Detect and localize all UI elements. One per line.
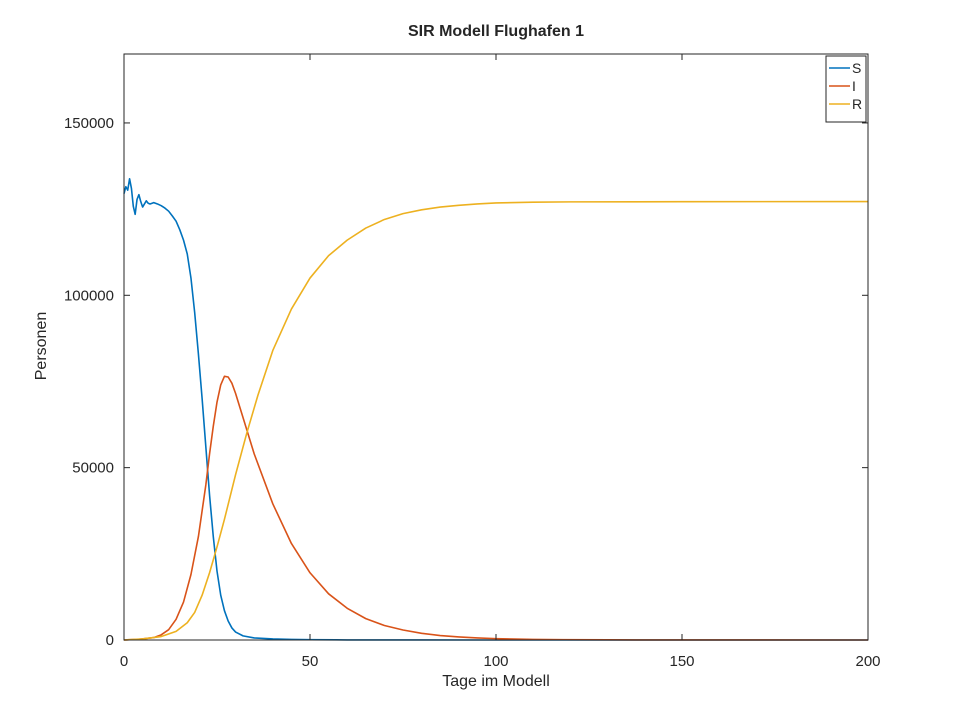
legend: SIR	[825, 55, 867, 123]
series-line-i	[123, 375, 869, 641]
series-line-r	[123, 200, 869, 641]
legend-label-i: I	[852, 78, 856, 94]
y-tick-label: 100000	[64, 287, 114, 304]
legend-box	[825, 55, 867, 123]
legend-label-r: R	[852, 96, 862, 112]
legend-label-s: S	[852, 60, 861, 76]
y-tick-label: 0	[106, 632, 114, 649]
x-tick-label: 150	[669, 653, 694, 670]
plot-area	[123, 177, 869, 641]
x-tick-label: 0	[120, 653, 128, 670]
axes: 0 50 100 150 200 0 50000 100000 150000	[64, 53, 881, 670]
series-line-s	[123, 177, 868, 641]
y-tick-label: 150000	[64, 115, 114, 132]
x-axis-label: Tage im Modell	[442, 673, 550, 690]
y-tick-label: 50000	[72, 460, 114, 477]
x-tick-label: 50	[302, 653, 319, 670]
y-axis-label: Personen	[33, 312, 50, 381]
chart-title: SIR Modell Flughafen 1	[408, 23, 584, 40]
x-tick-label: 100	[483, 653, 508, 670]
x-tick-label: 200	[855, 653, 880, 670]
